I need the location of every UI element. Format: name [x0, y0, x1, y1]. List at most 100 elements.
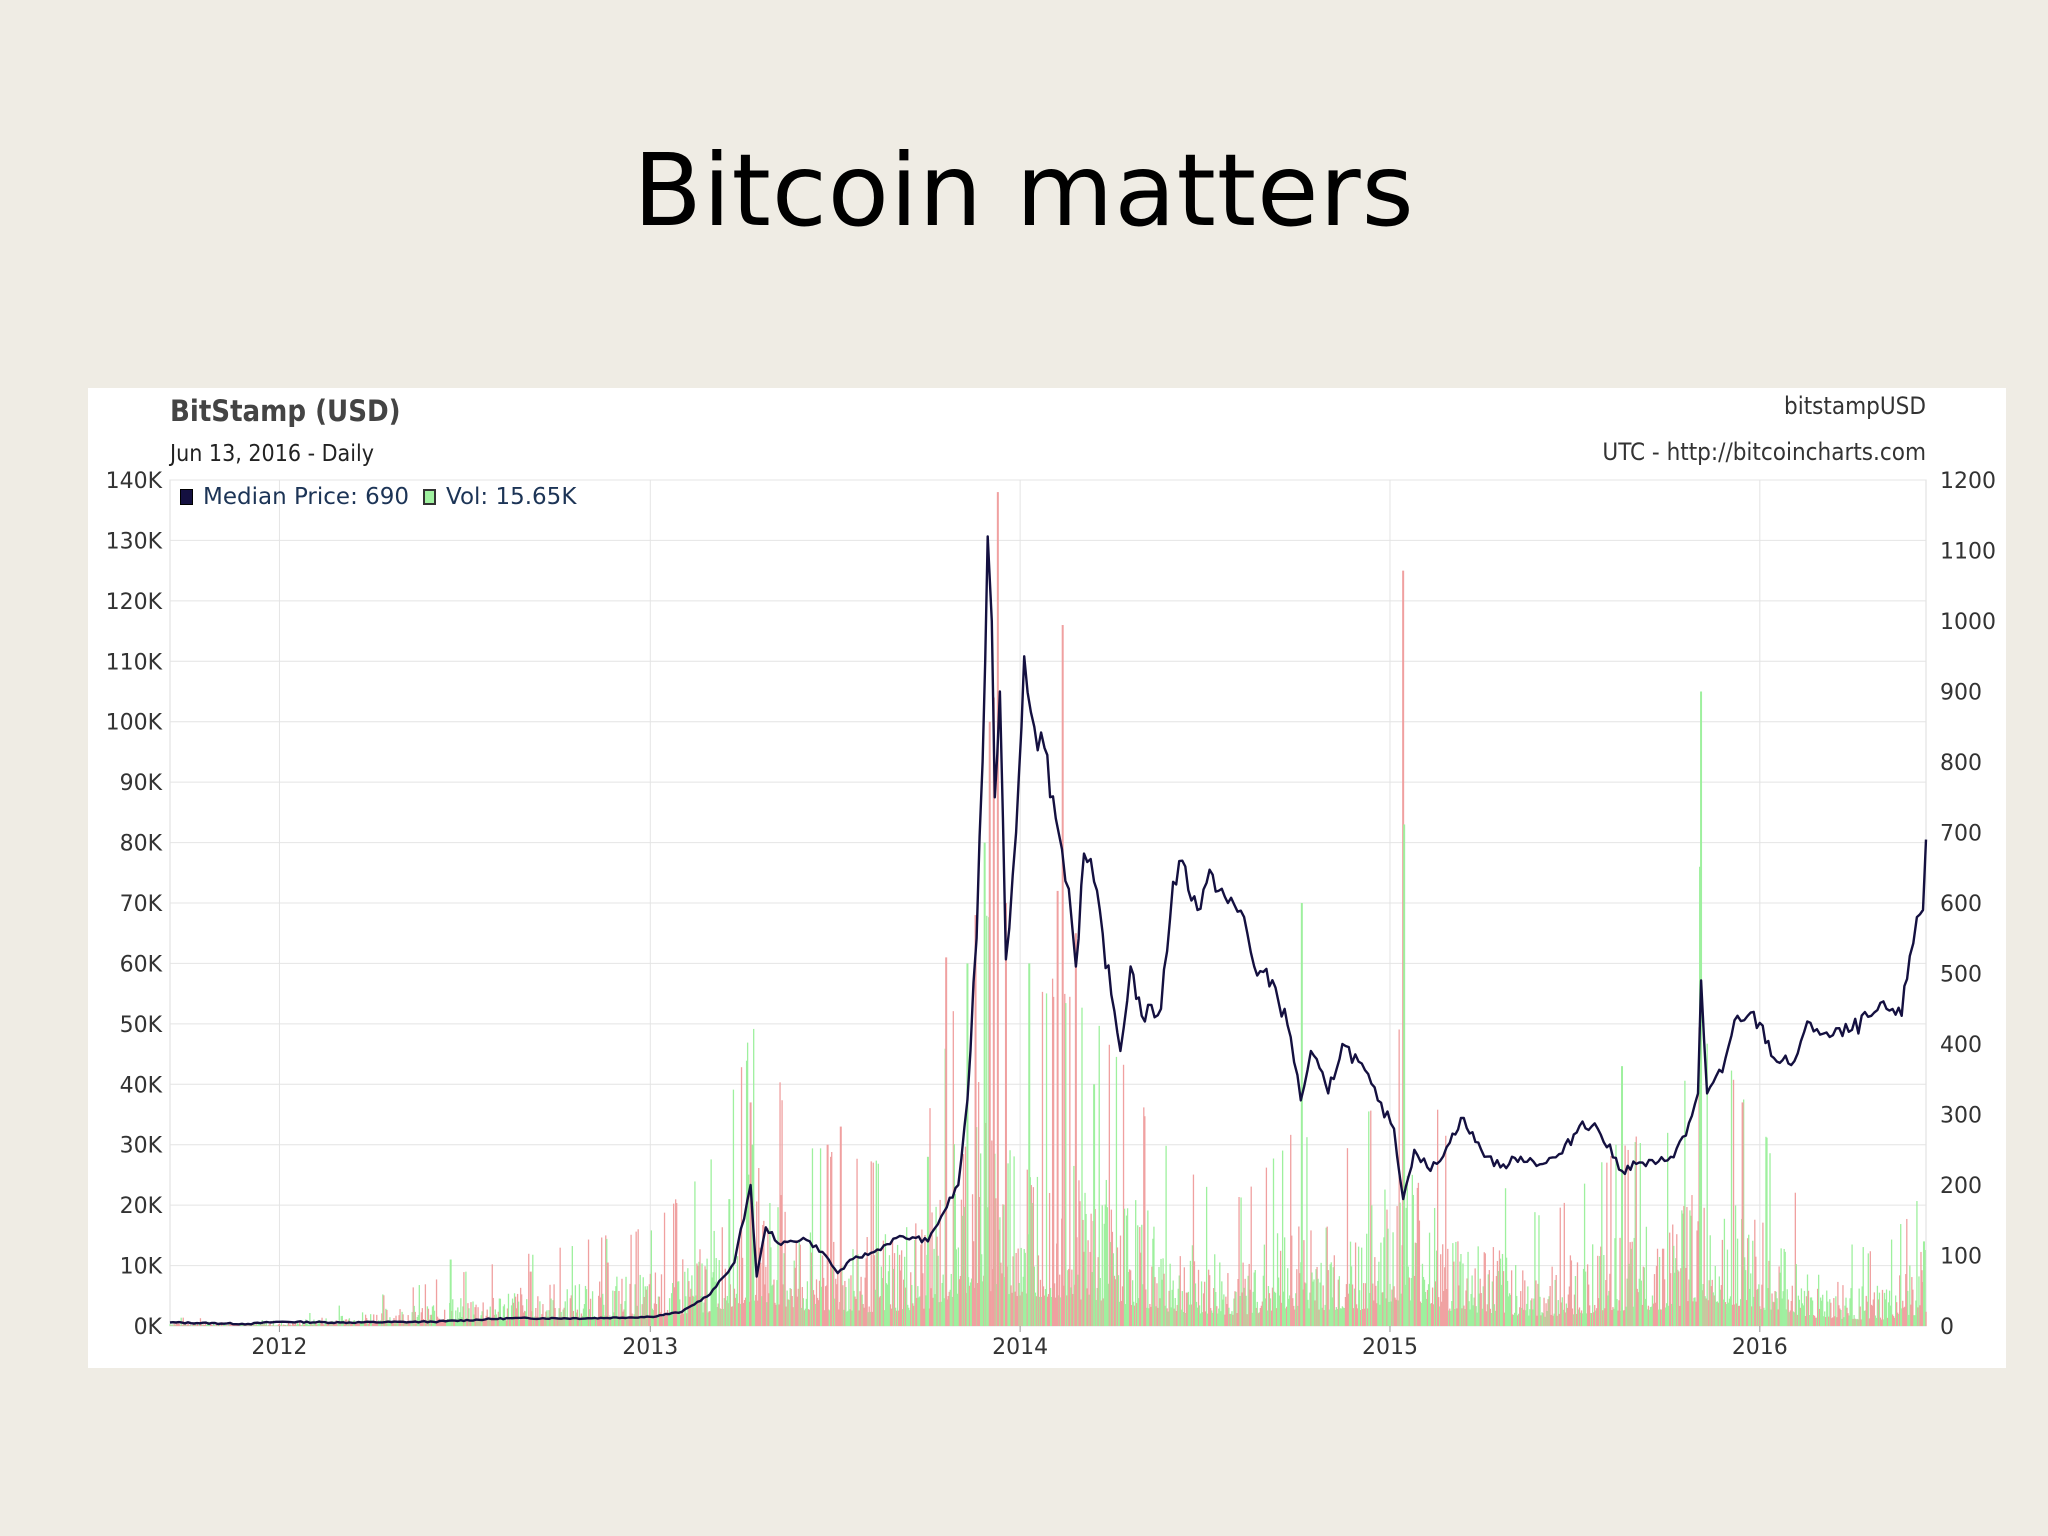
- volume-bar: [1826, 1290, 1828, 1326]
- volume-bar: [1279, 1250, 1282, 1326]
- volume-bar: [1833, 1298, 1835, 1326]
- volume-bar: [1850, 1288, 1852, 1326]
- volume-bar: [551, 1319, 553, 1326]
- volume-bar: [1177, 1288, 1179, 1326]
- volume-bar: [1521, 1307, 1523, 1326]
- volume-bar: [1267, 1286, 1270, 1326]
- volume-bar: [610, 1317, 612, 1326]
- volume-bar: [1253, 1272, 1255, 1326]
- volume-bar: [1313, 1279, 1315, 1326]
- volume-bar: [1835, 1296, 1837, 1326]
- volume-bar: [1713, 1295, 1715, 1326]
- volume-bar: [1790, 1300, 1792, 1326]
- volume-bar: [1550, 1314, 1552, 1326]
- volume-bar: [605, 1235, 607, 1326]
- volume-bar: [895, 1310, 898, 1326]
- volume-bar: [806, 1281, 809, 1326]
- volume-bar: [885, 1283, 888, 1326]
- volume-bar: [1465, 1290, 1467, 1326]
- volume-bar: [1067, 1270, 1069, 1326]
- volume-bar: [1484, 1253, 1486, 1326]
- volume-bar: [1468, 1301, 1470, 1326]
- volume-bar: [552, 1300, 554, 1326]
- volume-bar: [1549, 1286, 1551, 1326]
- volume-bar: [1306, 1137, 1308, 1326]
- volume-bar: [1627, 1149, 1629, 1326]
- volume-bar: [1488, 1270, 1490, 1326]
- volume-bar: [883, 1310, 886, 1326]
- volume-bar: [1059, 1274, 1061, 1326]
- volume-bar: [991, 1140, 993, 1326]
- volume-bar: [1251, 1312, 1253, 1326]
- volume-bar: [1728, 1298, 1731, 1326]
- volume-bar: [1499, 1258, 1502, 1326]
- volume-bar: [1721, 1239, 1724, 1326]
- volume-bar: [908, 1307, 910, 1326]
- volume-bar: [894, 1307, 897, 1326]
- volume-bar: [769, 1203, 771, 1326]
- volume-bar: [1746, 1300, 1748, 1326]
- volume-bar: [1095, 1299, 1097, 1326]
- volume-bar: [1183, 1267, 1185, 1326]
- volume-bar: [1880, 1319, 1883, 1326]
- volume-bar: [1854, 1318, 1856, 1326]
- volume-bar: [1467, 1251, 1469, 1326]
- volume-bar: [778, 1304, 780, 1326]
- volume-bar: [376, 1314, 378, 1326]
- volume-bar: [1664, 1307, 1667, 1326]
- volume-bar: [1200, 1281, 1203, 1326]
- volume-bar: [640, 1316, 642, 1326]
- volume-bar: [1216, 1306, 1218, 1326]
- volume-bar: [1592, 1244, 1594, 1326]
- volume-bar: [1050, 1296, 1053, 1326]
- legend-label-volume: Vol: 15.65K: [446, 484, 577, 510]
- volume-bar: [928, 1308, 930, 1326]
- volume-bar: [1166, 1308, 1168, 1326]
- volume-bar: [1925, 1311, 1927, 1326]
- volume-bar: [1405, 1207, 1407, 1326]
- volume-bar: [898, 1254, 901, 1326]
- volume-bar: [469, 1321, 471, 1326]
- volume-bar: [431, 1306, 434, 1326]
- volume-bar: [200, 1324, 203, 1326]
- volume-bar: [1846, 1307, 1848, 1326]
- volume-bar: [462, 1306, 464, 1326]
- volume-bar: [454, 1321, 456, 1326]
- volume-bar: [700, 1296, 702, 1326]
- volume-bar: [736, 1256, 739, 1326]
- volume-bar: [771, 1285, 773, 1326]
- volume-bar: [1013, 1156, 1015, 1326]
- volume-bar: [388, 1322, 390, 1326]
- volume-bar: [685, 1296, 687, 1326]
- volume-bar: [1397, 1300, 1399, 1326]
- volume-bar: [1290, 1134, 1292, 1326]
- volume-bar: [779, 1082, 781, 1326]
- volume-spike: [996, 492, 999, 1327]
- volume-spike: [992, 697, 995, 1326]
- volume-bar: [193, 1323, 196, 1326]
- volume-bar: [1466, 1278, 1468, 1326]
- volume-bar: [851, 1310, 853, 1326]
- volume-bar: [1462, 1263, 1464, 1326]
- volume-bar: [969, 1282, 972, 1326]
- volume-bar: [1272, 1158, 1275, 1326]
- volume-bar: [1778, 1266, 1780, 1326]
- volume-bar: [890, 1308, 893, 1326]
- volume-bar: [456, 1320, 458, 1326]
- volume-bar: [1515, 1265, 1517, 1326]
- volume-bar: [1805, 1296, 1808, 1326]
- volume-bar: [794, 1267, 796, 1326]
- y-right-tick-label: 900: [1940, 681, 1982, 706]
- volume-bar: [923, 1308, 925, 1326]
- volume-bar: [505, 1320, 508, 1326]
- volume-bar: [864, 1277, 866, 1326]
- volume-bar: [1130, 1304, 1133, 1326]
- volume-bar: [171, 1324, 173, 1326]
- volume-bar: [629, 1283, 631, 1326]
- volume-bar: [1919, 1305, 1921, 1326]
- volume-bar: [1591, 1313, 1593, 1326]
- volume-bar: [986, 915, 988, 1326]
- volume-bar: [173, 1323, 175, 1326]
- volume-bar: [1876, 1285, 1879, 1326]
- volume-bar: [1146, 1307, 1148, 1326]
